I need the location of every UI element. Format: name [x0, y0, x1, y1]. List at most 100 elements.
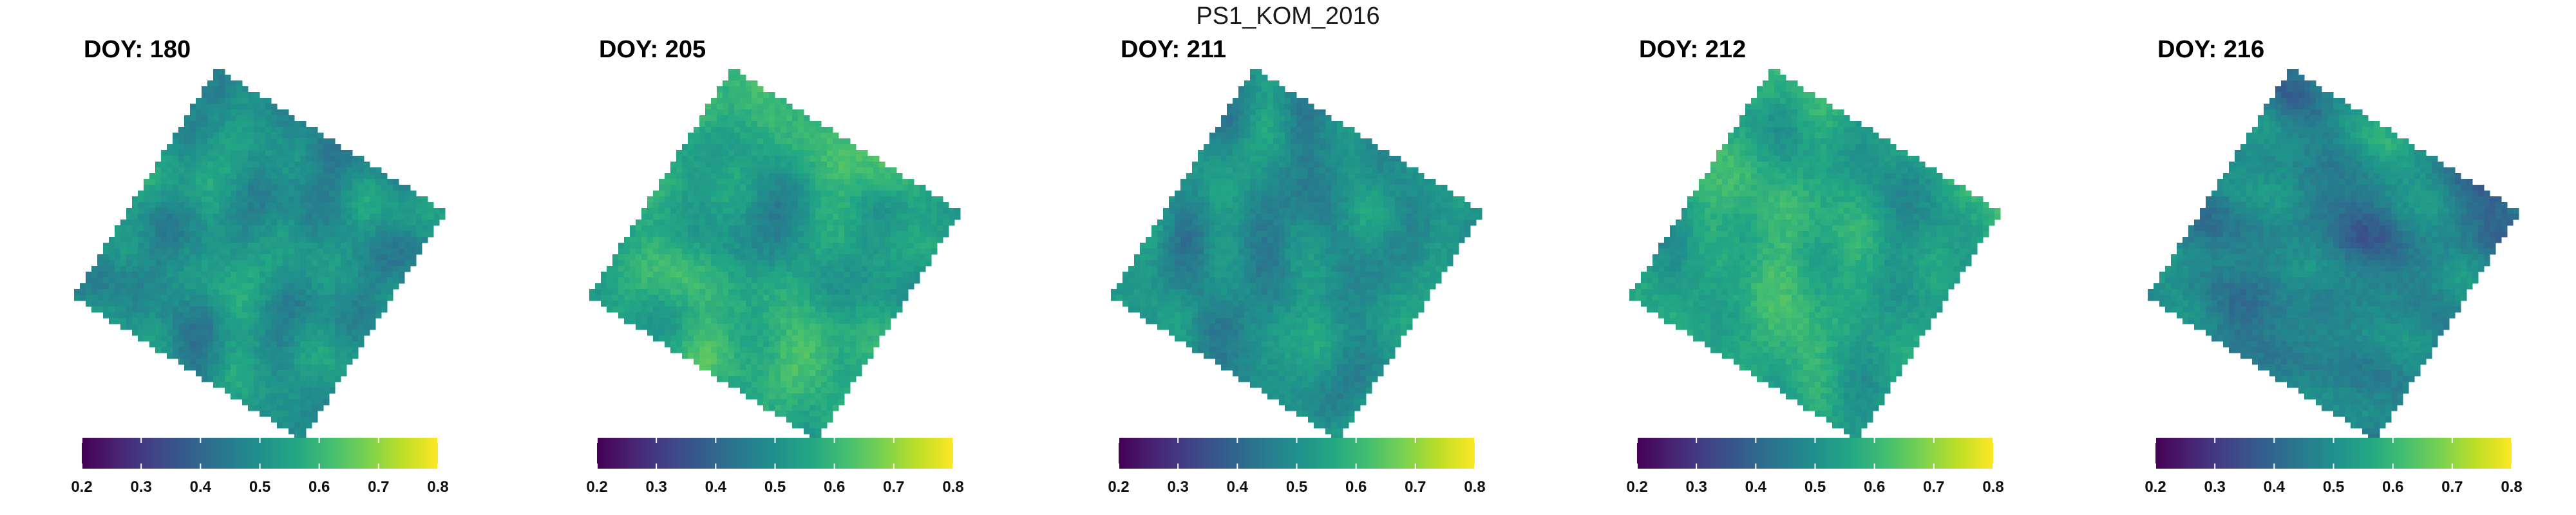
heatmap-cell — [236, 162, 243, 168]
heatmap-cell — [265, 162, 272, 168]
heatmap-cell — [317, 202, 324, 209]
heatmap-cell — [711, 104, 717, 110]
heatmap-cell — [213, 272, 220, 278]
heatmap-cell — [798, 370, 804, 377]
heatmap-cell — [294, 376, 301, 382]
heatmap-cell — [260, 359, 266, 365]
heatmap-cell — [717, 156, 723, 162]
heatmap-cell — [254, 393, 260, 400]
heatmap-cell — [1302, 144, 1309, 151]
heatmap-cell — [804, 399, 810, 406]
heatmap-cell — [723, 318, 729, 324]
heatmap-cell — [792, 324, 799, 330]
heatmap-cell — [1192, 196, 1198, 203]
heatmap-cell — [300, 196, 307, 203]
heatmap-cell — [236, 388, 243, 394]
heatmap-cell — [728, 341, 735, 348]
heatmap-cell — [1209, 167, 1216, 174]
heatmap-cell — [810, 388, 816, 394]
heatmap-cell — [242, 98, 249, 104]
heatmap-cell — [665, 266, 671, 272]
heatmap-cell — [705, 133, 712, 139]
heatmap-cell — [781, 173, 787, 180]
heatmap-cell — [705, 231, 712, 238]
heatmap-cell — [1360, 191, 1367, 197]
heatmap-cell — [1262, 167, 1268, 174]
heatmap-cell — [844, 237, 851, 243]
heatmap-cell — [699, 341, 706, 348]
heatmap-cell — [1285, 138, 1291, 145]
heatmap-cell — [1250, 127, 1256, 133]
heatmap-cell — [1325, 150, 1332, 156]
heatmap-cell — [202, 237, 208, 243]
heatmap-cell — [688, 185, 694, 191]
heatmap-cell — [184, 289, 191, 295]
heatmap-cell — [723, 150, 729, 156]
heatmap-cell — [1285, 115, 1291, 122]
heatmap-cell — [225, 104, 231, 110]
heatmap-cell — [138, 324, 144, 330]
heatmap-cell — [155, 277, 162, 284]
heatmap-cell — [335, 359, 341, 365]
heatmap-cell — [370, 196, 376, 203]
heatmap-cell — [329, 359, 336, 365]
heatmap-cell — [850, 295, 857, 301]
heatmap-cell — [827, 173, 833, 180]
heatmap-cell — [914, 202, 920, 209]
heatmap-cell — [769, 156, 775, 162]
heatmap-cell — [827, 133, 833, 139]
heatmap-cell — [236, 231, 243, 238]
heatmap-cell — [1215, 133, 1222, 139]
heatmap-cell — [775, 359, 781, 365]
heatmap-cell — [294, 422, 301, 429]
heatmap-cell — [109, 318, 115, 324]
heatmap-cell — [752, 185, 758, 191]
heatmap-cell — [178, 191, 185, 197]
heatmap-cell — [856, 295, 862, 301]
heatmap-cell — [225, 185, 231, 191]
heatmap-cell — [653, 225, 659, 232]
heatmap-cell — [786, 318, 793, 324]
heatmap-cell — [236, 150, 243, 156]
heatmap-cell — [775, 318, 781, 324]
heatmap-cell — [775, 156, 781, 162]
heatmap-cell — [659, 272, 665, 278]
heatmap-cell — [810, 260, 816, 267]
heatmap-cell — [728, 254, 735, 261]
heatmap-cell — [867, 202, 874, 209]
heatmap-cell — [126, 260, 133, 267]
heatmap-cell — [781, 260, 787, 267]
heatmap-cell — [659, 260, 665, 267]
heatmap-cell — [1314, 121, 1320, 127]
heatmap-cell — [746, 266, 752, 272]
heatmap-cell — [300, 173, 307, 180]
heatmap-cell — [752, 312, 758, 319]
heatmap-cell — [323, 248, 330, 255]
heatmap-cell — [399, 196, 405, 203]
heatmap-cell — [323, 370, 330, 377]
heatmap-cell — [173, 231, 179, 238]
heatmap-cell — [317, 248, 324, 255]
heatmap-cell — [636, 306, 642, 313]
heatmap-cell — [850, 353, 857, 359]
heatmap-cell — [856, 191, 862, 197]
heatmap-cell — [711, 248, 717, 255]
heatmap-cell — [844, 260, 851, 267]
heatmap-cell — [1378, 179, 1384, 185]
heatmap-cell — [1308, 191, 1314, 197]
heatmap-cell — [746, 208, 752, 214]
heatmap-cell — [838, 150, 845, 156]
heatmap-cell — [804, 382, 810, 388]
heatmap-cell — [358, 162, 365, 168]
heatmap-cell — [1343, 133, 1349, 139]
heatmap-cell — [370, 254, 376, 261]
heatmap-cell — [908, 208, 914, 214]
heatmap-cell — [688, 243, 694, 249]
heatmap-cell — [1238, 150, 1245, 156]
heatmap-cell — [375, 272, 382, 278]
heatmap-cell — [920, 225, 926, 232]
heatmap-cell — [659, 185, 665, 191]
heatmap-cell — [312, 162, 318, 168]
heatmap-cell — [711, 144, 717, 151]
heatmap-cell — [283, 330, 289, 336]
